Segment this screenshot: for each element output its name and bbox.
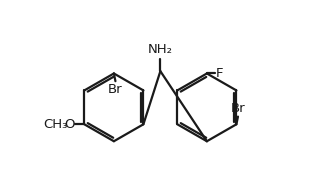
Text: Br: Br — [108, 83, 123, 96]
Text: Br: Br — [231, 102, 245, 115]
Text: F: F — [215, 67, 223, 80]
Text: NH₂: NH₂ — [148, 43, 173, 56]
Text: O: O — [64, 118, 74, 131]
Text: CH₃: CH₃ — [43, 118, 67, 131]
